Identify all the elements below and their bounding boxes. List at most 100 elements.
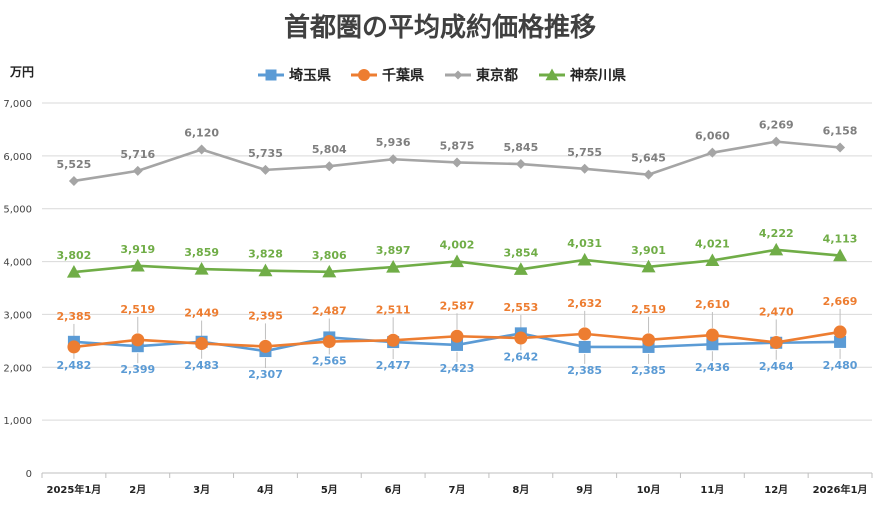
data-point-triangle: [769, 242, 784, 256]
series-group: [66, 136, 848, 358]
data-point-diamond: [835, 142, 846, 153]
data-point-circle: [67, 340, 81, 354]
data-label: 2,436: [695, 361, 730, 374]
data-point-triangle: [641, 259, 656, 273]
series-4: [66, 242, 848, 278]
data-label: 3,919: [120, 243, 155, 256]
data-label: 3,901: [631, 244, 666, 257]
x-tick-label: 7月: [449, 484, 466, 496]
data-label: 2,632: [567, 297, 602, 310]
data-point-triangle: [194, 262, 209, 275]
data-label: 2,399: [120, 363, 155, 376]
y-tick-label: 7,000: [3, 99, 32, 110]
series-2: [67, 325, 847, 354]
y-axis: 0 1,000 2,000 3,000 4,000 5,000 6,000 7,000: [3, 99, 32, 480]
data-label: 6,060: [695, 130, 730, 143]
data-point-circle: [322, 335, 336, 349]
y-tick-label: 0: [26, 469, 32, 480]
data-label: 2,385: [57, 310, 92, 323]
data-point-diamond: [579, 163, 590, 174]
legend-item-2: 千葉県: [351, 67, 424, 84]
data-point-circle: [358, 69, 370, 81]
data-label: 2,470: [759, 305, 794, 318]
data-label: 5,735: [248, 147, 283, 160]
data-label: 2,642: [503, 350, 538, 363]
data-point-triangle: [322, 264, 337, 278]
data-label: 3,802: [57, 249, 92, 262]
data-point-diamond: [260, 164, 271, 175]
legend-label: 東京都: [476, 67, 518, 84]
data-point-triangle: [833, 248, 848, 262]
data-point-square: [578, 340, 591, 353]
data-label: 5,525: [57, 158, 92, 171]
data-point-triangle: [386, 260, 401, 273]
data-label: 2,449: [184, 307, 219, 320]
data-label: 2,482: [57, 359, 92, 372]
data-label: 3,897: [376, 244, 411, 257]
data-point-triangle: [258, 263, 273, 277]
y-tick-label: 5,000: [3, 205, 32, 216]
data-label: 2,519: [120, 303, 155, 316]
data-label: 5,845: [503, 141, 538, 154]
data-label: 2,307: [248, 368, 283, 381]
data-point-triangle: [705, 253, 720, 267]
x-tick-label: 2026年1月: [813, 483, 868, 496]
legend-item-1: 埼玉県: [258, 67, 331, 84]
data-label: 6,158: [823, 125, 858, 138]
data-label: 2,511: [376, 303, 411, 316]
data-label: 2,519: [631, 303, 666, 316]
data-point-circle: [514, 331, 528, 345]
x-tick-label: 9月: [576, 484, 593, 496]
data-point-diamond: [515, 159, 526, 170]
data-label: 6,269: [759, 119, 794, 132]
data-label: 5,716: [120, 148, 155, 161]
data-point-square: [265, 69, 277, 81]
legend-label: 神奈川県: [570, 67, 626, 84]
data-point-diamond: [388, 154, 399, 165]
x-tick-label: 10月: [637, 484, 661, 496]
x-tick-label: 5月: [321, 484, 338, 496]
x-tick-label: 3月: [193, 484, 210, 496]
data-label: 5,875: [440, 139, 475, 152]
data-label: 3,806: [312, 249, 347, 262]
data-label: 4,222: [759, 227, 794, 240]
x-tick-label: 2月: [129, 484, 146, 496]
data-point-triangle: [513, 262, 528, 275]
data-labels: 2,482 2,399 2,483 2,307 2,565 2,477 2,423 2,642…: [57, 119, 858, 381]
data-label: 3,854: [503, 246, 538, 259]
y-tick-label: 4,000: [3, 258, 32, 269]
data-label: 4,021: [695, 237, 730, 250]
data-point-circle: [386, 333, 400, 347]
data-label: 4,031: [567, 237, 602, 250]
data-point-circle: [195, 337, 209, 351]
data-label: 2,565: [312, 354, 347, 367]
data-label: 2,483: [184, 359, 219, 372]
data-label: 2,464: [759, 360, 794, 373]
data-label: 2,385: [567, 364, 602, 377]
data-point-circle: [705, 328, 719, 342]
data-label: 2,480: [823, 359, 858, 372]
data-point-circle: [578, 327, 592, 341]
data-point-diamond: [771, 136, 782, 147]
data-label: 2,553: [503, 301, 538, 314]
data-label: 6,120: [184, 127, 219, 140]
data-point-diamond: [643, 169, 654, 180]
y-tick-label: 1,000: [3, 416, 32, 427]
data-point-diamond: [453, 70, 463, 80]
legend-item-4: 神奈川県: [539, 67, 626, 84]
chart-title: 首都圏の平均成約価格推移: [284, 12, 596, 43]
data-point-square: [834, 335, 847, 348]
data-point-circle: [769, 335, 783, 349]
data-label: 2,487: [312, 305, 347, 318]
data-label: 2,385: [631, 364, 666, 377]
label-leader-lines: [73, 308, 841, 369]
x-tick-label: 2025年1月: [47, 483, 102, 496]
data-point-circle: [642, 333, 656, 347]
series-3: [68, 136, 846, 186]
data-point-circle: [450, 329, 464, 343]
data-point-diamond: [132, 165, 143, 176]
data-label: 4,113: [823, 233, 858, 246]
data-point-triangle: [66, 265, 81, 278]
data-label: 5,804: [312, 143, 347, 156]
